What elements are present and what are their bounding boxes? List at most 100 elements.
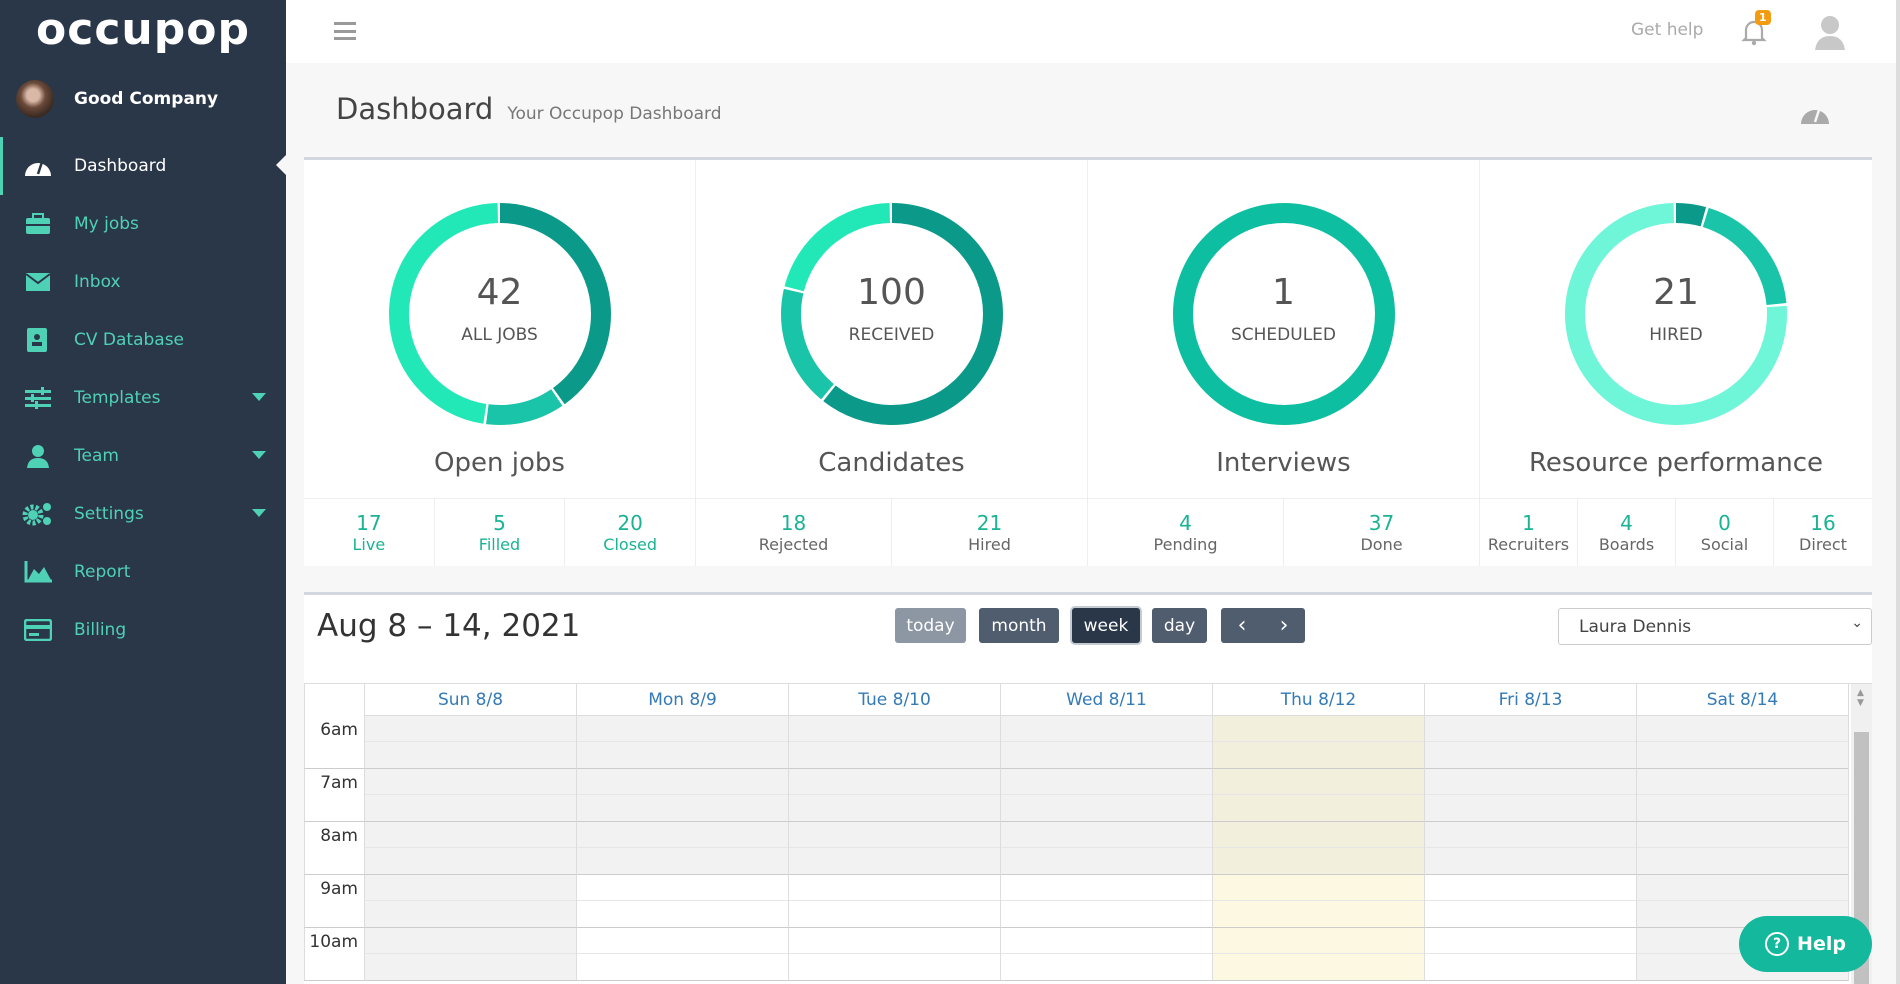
cell-label: Filled (478, 535, 521, 554)
time-slot[interactable] (365, 822, 577, 875)
time-slot[interactable] (1637, 769, 1849, 822)
day-header[interactable]: Sun 8/8 (365, 684, 577, 716)
week-view-button[interactable]: week (1072, 608, 1140, 643)
sliders-icon (22, 385, 54, 411)
time-slot[interactable] (1637, 716, 1849, 769)
sidebar-item-dashboard[interactable]: Dashboard (0, 137, 286, 195)
help-button[interactable]: ? Help (1739, 916, 1872, 972)
stat-cell-social: 0 Social (1676, 498, 1774, 566)
stat-title: Interviews (1216, 448, 1351, 478)
next-week-button[interactable]: › (1263, 608, 1305, 643)
day-header[interactable]: Thu 8/12 (1213, 684, 1425, 716)
today-button[interactable]: today (895, 608, 966, 643)
day-header[interactable]: Mon 8/9 (577, 684, 789, 716)
donut-segment (1565, 203, 1787, 425)
page-header: Dashboard Your Occupop Dashboard (336, 92, 722, 126)
time-slot[interactable] (1001, 716, 1213, 769)
page-scrollbar[interactable] (1896, 0, 1900, 984)
day-view-button[interactable]: day (1152, 608, 1207, 643)
donut-segment (389, 203, 611, 425)
stat-cell-filled[interactable]: 5 Filled (434, 498, 566, 566)
cell-value: 37 (1368, 511, 1395, 535)
time-label: 10am (304, 928, 365, 981)
sidebar-item-label: Billing (74, 620, 127, 640)
time-slot[interactable] (1425, 822, 1637, 875)
stat-cell-recruiters: 1 Recruiters (1480, 498, 1578, 566)
time-slot[interactable] (1637, 822, 1849, 875)
time-slot[interactable] (789, 822, 1001, 875)
user-select[interactable]: Laura Dennis ⌄ (1558, 608, 1872, 645)
day-header[interactable]: Wed 8/11 (1001, 684, 1213, 716)
credit-card-icon (22, 617, 54, 643)
time-slot[interactable] (1425, 769, 1637, 822)
time-slot[interactable] (1213, 928, 1425, 981)
sidebar-item-team[interactable]: Team (0, 427, 286, 485)
company-profile[interactable]: Good Company (16, 80, 218, 118)
cell-label: Hired (968, 535, 1011, 554)
time-slot[interactable] (577, 769, 789, 822)
stat-cell-live[interactable]: 17 Live (304, 498, 435, 566)
donut-segment (389, 203, 611, 425)
time-slot[interactable] (1213, 822, 1425, 875)
time-slot[interactable] (789, 875, 1001, 928)
day-header[interactable]: Sat 8/14 (1637, 684, 1849, 716)
cell-label: Closed (603, 535, 658, 554)
time-slot[interactable] (365, 928, 577, 981)
stat-interviews: 1 SCHEDULED Interviews (1088, 160, 1480, 498)
donut-chart (1173, 203, 1395, 425)
cell-value: 20 (617, 511, 643, 535)
area-chart-icon (22, 559, 54, 585)
time-slot[interactable] (1001, 928, 1213, 981)
time-slot[interactable] (577, 928, 789, 981)
time-slot[interactable] (365, 716, 577, 769)
time-slot[interactable] (1425, 928, 1637, 981)
prev-week-button[interactable]: ‹ (1221, 608, 1263, 643)
time-slot[interactable] (1001, 822, 1213, 875)
sidebar-item-label: Inbox (74, 272, 121, 292)
day-header[interactable]: Tue 8/10 (789, 684, 1001, 716)
logo[interactable]: occupop (36, 4, 250, 55)
donut-segment (781, 203, 1003, 425)
cell-value: 21 (976, 511, 1003, 535)
donut-chart (1565, 203, 1787, 425)
sidebar-item-cv-database[interactable]: CV Database (0, 311, 286, 369)
time-label: 7am (304, 769, 365, 822)
cell-value: 4 (1620, 511, 1633, 535)
sidebar-item-templates[interactable]: Templates (0, 369, 286, 427)
time-slot[interactable] (1213, 769, 1425, 822)
day-header[interactable]: Fri 8/13 (1425, 684, 1637, 716)
time-slot[interactable] (577, 875, 789, 928)
time-slot[interactable] (577, 716, 789, 769)
sidebar-item-settings[interactable]: Settings (0, 485, 286, 543)
time-slot[interactable] (1001, 769, 1213, 822)
time-slot[interactable] (365, 769, 577, 822)
user-avatar-icon[interactable] (1813, 14, 1847, 54)
sidebar-item-inbox[interactable]: Inbox (0, 253, 286, 311)
sidebar-item-report[interactable]: Report (0, 543, 286, 601)
time-slot[interactable] (1425, 716, 1637, 769)
stat-cell-hired: 21 Hired (892, 498, 1088, 566)
time-slot[interactable] (577, 822, 789, 875)
stat-cell-closed[interactable]: 20 Closed (565, 498, 696, 566)
help-label: Help (1797, 933, 1846, 955)
hamburger-menu-icon[interactable] (334, 22, 356, 40)
sidebar-item-label: Dashboard (74, 156, 167, 176)
notifications-bell-icon[interactable]: 1 (1741, 10, 1771, 50)
time-slot[interactable] (789, 769, 1001, 822)
time-slot[interactable] (1425, 875, 1637, 928)
donut-segment (781, 203, 1003, 425)
time-slot[interactable] (789, 716, 1001, 769)
sidebar-item-my-jobs[interactable]: My jobs (0, 195, 286, 253)
sidebar-item-billing[interactable]: Billing (0, 601, 286, 659)
stat-candidates: 100 RECEIVED Candidates (696, 160, 1088, 498)
month-view-button[interactable]: month (979, 608, 1059, 643)
cell-value: 17 (356, 511, 382, 535)
time-slot[interactable] (1213, 716, 1425, 769)
get-help-link[interactable]: Get help (1631, 20, 1704, 40)
time-slot[interactable] (789, 928, 1001, 981)
time-slot[interactable] (1001, 875, 1213, 928)
stat-label: HIRED (1649, 325, 1703, 345)
time-slot[interactable] (365, 875, 577, 928)
question-circle-icon: ? (1765, 932, 1790, 956)
time-slot[interactable] (1213, 875, 1425, 928)
